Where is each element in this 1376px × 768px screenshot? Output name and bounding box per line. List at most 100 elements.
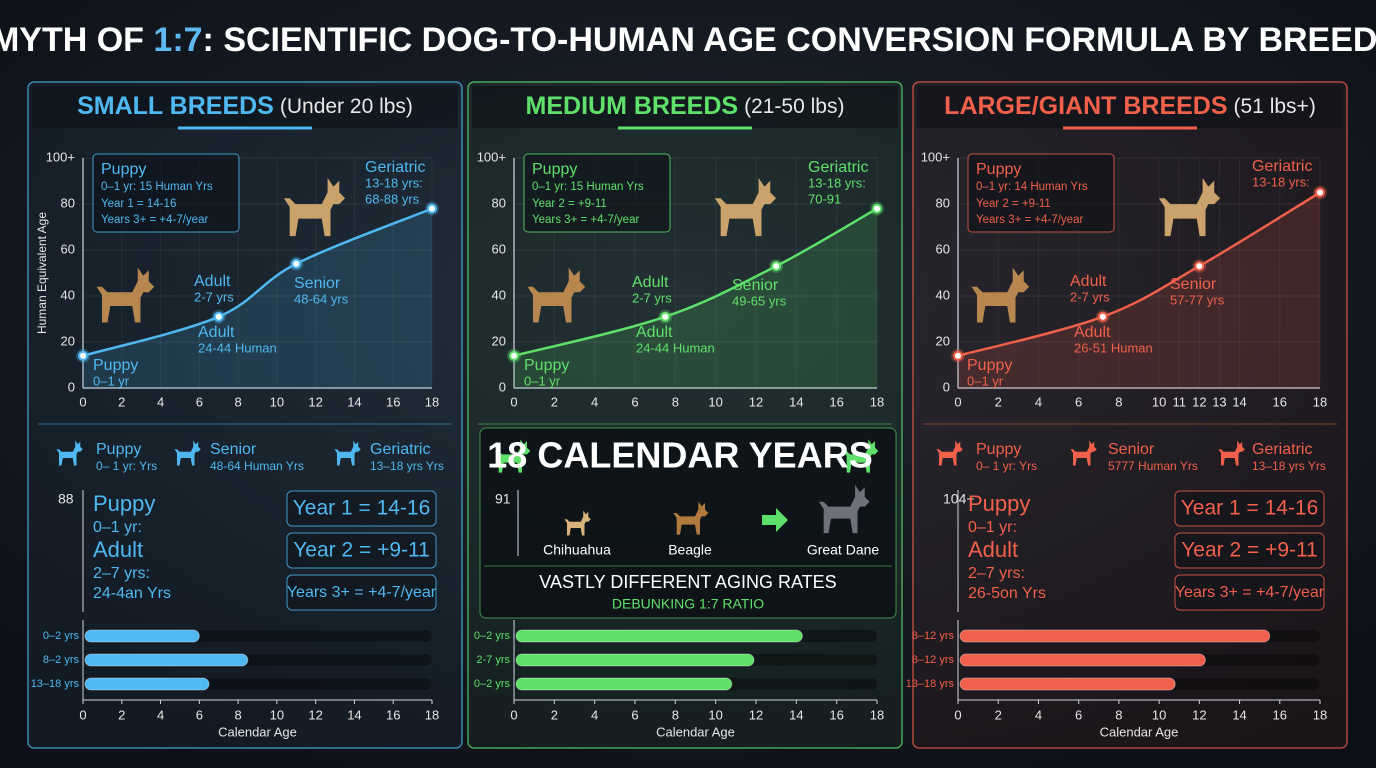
x-tick-label: 4 — [157, 707, 164, 722]
formula-box — [286, 574, 437, 611]
data-point — [872, 203, 882, 214]
formula-box — [286, 532, 437, 569]
x-tick-label: 4 — [591, 394, 598, 409]
x-axis-label: Calendar Age — [1100, 724, 1179, 739]
breed-name: Beagle — [668, 542, 712, 558]
x-tick-label: 12 — [749, 394, 763, 409]
x-tick-label: 16 — [1273, 394, 1287, 409]
area-fill — [83, 208, 432, 388]
x-tick-label: 6 — [196, 394, 203, 409]
x-tick-label: 10 — [1152, 707, 1166, 722]
x-tick-label: 6 — [631, 707, 638, 722]
curve-annotation: Adult — [632, 274, 669, 291]
bar — [515, 653, 755, 667]
category-label: 13–18 yrs — [31, 678, 80, 690]
data-point — [771, 261, 782, 272]
data-point — [78, 350, 88, 361]
curve-annotation: 48-64 yrs — [294, 291, 349, 306]
area-fill — [514, 208, 877, 388]
data-point — [213, 311, 224, 322]
y-tick-label: 20 — [492, 333, 506, 348]
info-line: 0–1 yr: 15 Human Yrs — [532, 181, 644, 193]
x-tick-label: 2 — [118, 394, 125, 409]
info-line: 0–1 yr: 15 Human Yrs — [101, 181, 213, 193]
data-point — [427, 203, 437, 214]
x-tick-label: 16 — [829, 394, 843, 409]
x-tick-label: 8 — [1115, 707, 1122, 722]
curve-annotation: Senior — [732, 277, 779, 294]
x-tick-label: 14 — [1232, 394, 1246, 409]
x-axis-label: Calendar Age — [656, 724, 735, 739]
y-tick-label: 0 — [68, 379, 75, 394]
x-tick-label: 18 — [870, 707, 884, 722]
y-tick-label: 60 — [61, 241, 75, 256]
x-tick-label: 0 — [954, 707, 961, 722]
data-point — [1097, 311, 1108, 322]
summary-line: Adult — [968, 537, 1018, 562]
x-tick-label: 14 — [789, 394, 803, 409]
data-point — [953, 350, 963, 361]
x-tick-label: 10 — [1152, 394, 1166, 409]
y-tick-label: 0 — [499, 379, 506, 394]
x-tick-label: 11 — [1172, 394, 1186, 409]
panel-header: SMALL BREEDS (Under 20 lbs) — [77, 92, 413, 120]
info-line: Years 3+ = +4-7/year — [532, 214, 639, 226]
formula-box — [1174, 490, 1325, 527]
formula-box — [286, 490, 437, 527]
x-tick-label: 18 — [1313, 707, 1327, 722]
curve-annotation: Geriatric — [808, 159, 868, 176]
data-point — [291, 258, 302, 269]
legend-title: Geriatric — [370, 441, 430, 458]
legend-detail: 13–18 yrs Yrs — [1252, 459, 1326, 473]
feature-title: 18 CALENDAR YEARS — [487, 435, 872, 476]
legend-detail: 0– 1 yr: Yrs — [976, 459, 1037, 473]
y-tick-label: 80 — [61, 195, 75, 210]
y-tick-label: 60 — [936, 241, 950, 256]
x-tick-label: 0 — [79, 707, 86, 722]
title-part: THE MYTH OF — [0, 21, 153, 59]
bar — [84, 653, 249, 667]
curve-annotation: 24-44 Human — [198, 340, 277, 355]
panel-header-band — [472, 86, 898, 128]
x-tick-label: 12 — [1192, 394, 1206, 409]
y-tick-label: 40 — [936, 287, 950, 302]
legend-detail: 0– 1 yr: Yrs — [96, 459, 157, 473]
x-tick-label: 4 — [591, 707, 598, 722]
x-tick-label: 2 — [995, 707, 1002, 722]
formula-text: Year 2 = +9-11 — [1181, 539, 1318, 562]
x-tick-label: 16 — [1273, 707, 1287, 722]
x-tick-label: 14 — [347, 707, 361, 722]
x-tick-label: 13 — [1212, 394, 1226, 409]
y-tick-label: 20 — [936, 333, 950, 348]
summary-line: Adult — [93, 537, 143, 562]
x-tick-label: 0 — [954, 394, 961, 409]
curve-annotation: 68-88 yrs — [365, 191, 420, 206]
curve-annotation: 70-91 — [808, 191, 841, 206]
bar — [84, 629, 200, 643]
side-label: 88 — [58, 491, 74, 507]
info-line: Year 2 = +9-11 — [976, 198, 1051, 210]
legend-detail: 48-64 Human Yrs — [210, 459, 304, 473]
curve-annotation: Puppy — [524, 357, 569, 374]
formula-text: Year 1 = 14-16 — [293, 497, 431, 520]
x-tick-label: 0 — [79, 394, 86, 409]
x-tick-label: 4 — [1035, 707, 1042, 722]
header-main: MEDIUM BREEDS — [526, 92, 739, 120]
y-tick-label: 100+ — [477, 149, 506, 164]
curve-annotation: 24-44 Human — [636, 340, 715, 355]
info-line: Puppy — [976, 161, 1021, 178]
x-axis-label: Calendar Age — [218, 724, 297, 739]
bar — [84, 677, 210, 691]
legend-title: Senior — [210, 441, 257, 458]
legend-title: Senior — [1108, 441, 1155, 458]
curve-annotation: Geriatric — [365, 159, 425, 176]
legend-detail: 5777 Human Yrs — [1108, 459, 1198, 473]
info-line: Puppy — [101, 161, 146, 178]
x-tick-label: 10 — [270, 394, 284, 409]
title-part: : SCIENTIFIC DOG-TO-HUMAN AGE CONVERSION… — [203, 21, 1376, 59]
arrow — [762, 508, 788, 532]
curve-annotation: Puppy — [967, 357, 1012, 374]
curve-annotation: 57-77 yrs — [1170, 292, 1225, 307]
x-tick-label: 14 — [789, 707, 803, 722]
header-sub: (21-50 lbs) — [744, 95, 844, 118]
